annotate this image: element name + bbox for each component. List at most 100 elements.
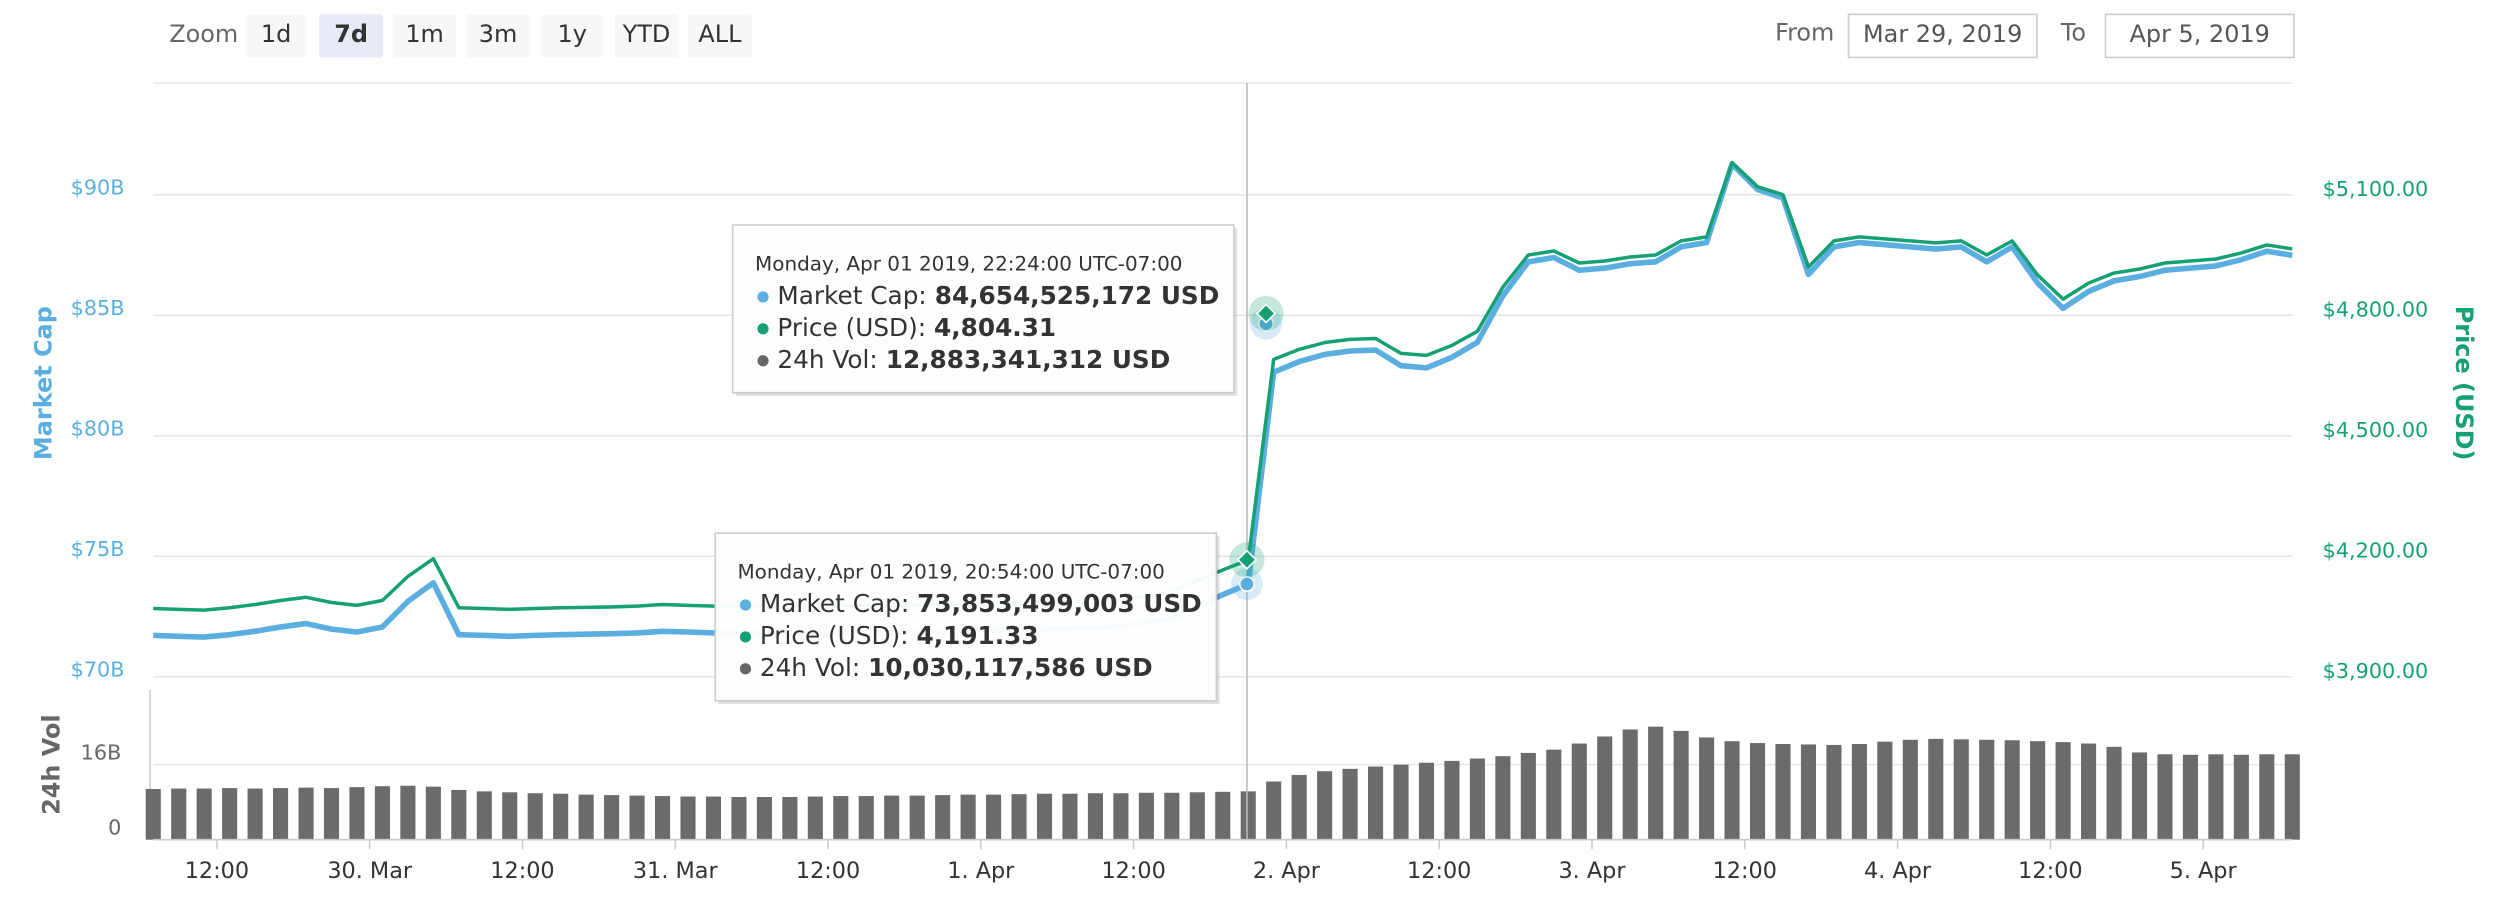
x-tick-label: 30. Mar	[327, 858, 413, 884]
tooltip	[731, 224, 1235, 394]
zoom-button[interactable]	[614, 14, 679, 58]
from-input[interactable]	[1847, 13, 2038, 59]
tooltip-item-name: Market Cap:	[777, 281, 926, 310]
volume-bar	[222, 788, 238, 840]
tooltip-item: 24h Vol: 10,030,117,586 USD	[760, 653, 1153, 682]
volume-bar	[1877, 741, 1893, 840]
tooltip-dot	[739, 631, 752, 643]
volume-bar	[1138, 792, 1154, 840]
volume-bar	[1393, 764, 1409, 840]
zoom-button-label[interactable]: 3m	[479, 20, 518, 48]
volume-bar	[2004, 740, 2020, 840]
tooltip-dot	[757, 323, 769, 335]
y2-tick-label: $5,100.00	[2323, 177, 2429, 201]
zoom-button-label[interactable]: 1d	[261, 20, 291, 48]
volume-bar	[2233, 754, 2249, 840]
volume-bar	[1240, 791, 1256, 840]
volume-bar	[654, 796, 671, 840]
x-tick-label: 12:00	[2018, 858, 2082, 884]
volume-bar	[629, 795, 645, 840]
volume-bar	[425, 786, 441, 840]
volume-bar	[1036, 793, 1053, 840]
x-tick-label: 1. Apr	[947, 858, 1015, 884]
y-tick-label: $85B	[71, 296, 125, 320]
volume-bar	[502, 792, 518, 840]
volume-bar	[1775, 744, 1791, 840]
zoom-button-label[interactable]: 1y	[558, 20, 587, 48]
y-tick-label: 0	[108, 815, 121, 839]
x-tick-label: 12:00	[796, 858, 860, 884]
volume-bar	[2131, 752, 2148, 840]
volume-bar	[2157, 754, 2173, 840]
zoom-button[interactable]	[245, 14, 307, 58]
volume-bar	[1571, 743, 1587, 840]
volume-bar	[1495, 756, 1511, 840]
x-tick-label: 12:00	[1407, 858, 1471, 884]
tooltip-item: Price (USD): 4,804.31	[777, 313, 1056, 342]
tooltip	[714, 532, 1218, 702]
zoom-button-label[interactable]: ALL	[698, 20, 742, 48]
y-axis-title: 24h Vol	[38, 714, 66, 815]
volume-bar	[1520, 752, 1536, 840]
series-line	[153, 160, 2293, 612]
y-tick-label: $75B	[71, 537, 125, 561]
volume-bar	[2106, 746, 2122, 840]
volume-bar	[604, 795, 620, 840]
volume-bar	[476, 791, 492, 840]
volume-bar	[858, 796, 874, 840]
volume-bar	[527, 793, 543, 840]
volume-bar	[1342, 768, 1358, 840]
volume-bar	[2182, 754, 2198, 840]
hover-point	[1236, 549, 1258, 570]
volume-bar	[1928, 738, 1944, 840]
zoom-label: Zoom	[169, 20, 238, 48]
volume-bar	[1597, 736, 1613, 840]
x-tick-label: 12:00	[1101, 858, 1165, 884]
volume-bar	[298, 787, 314, 840]
zoom-button[interactable]	[541, 14, 604, 58]
volume-bar	[1800, 744, 1817, 840]
volume-bar	[1164, 792, 1180, 840]
tooltip-item-name: Market Cap:	[760, 589, 909, 618]
volume-bar	[782, 796, 798, 840]
volume-bar	[1724, 741, 1740, 840]
tooltip-title: Monday, Apr 01 2019, 22:24:00 UTC-07:00	[755, 251, 1182, 275]
tooltip-item-value: 12,883,341,312 USD	[886, 345, 1171, 374]
volume-bar	[1189, 792, 1205, 840]
volume-bar	[400, 785, 416, 840]
tooltip-item-value: 4,191.33	[917, 621, 1039, 650]
zoom-button[interactable]	[466, 14, 530, 58]
volume-bar	[145, 789, 161, 840]
zoom-button[interactable]	[688, 14, 752, 58]
volume-bar	[451, 789, 467, 840]
y2-tick-label: $4,500.00	[2323, 418, 2429, 442]
x-tick-label: 12:00	[1713, 858, 1777, 884]
volume-bar	[1979, 739, 1995, 840]
zoom-button[interactable]	[319, 14, 384, 58]
to-input[interactable]	[2104, 13, 2295, 59]
tooltip-item: Market Cap: 84,654,525,172 USD	[777, 281, 1219, 310]
tooltip-item-value: 10,030,117,586 USD	[868, 653, 1153, 682]
tooltip-item-name: Price (USD):	[777, 313, 926, 342]
to-value[interactable]: Apr 5, 2019	[2130, 20, 2270, 48]
zoom-button-label[interactable]: 7d	[334, 20, 368, 48]
zoom-button-label[interactable]: YTD	[622, 20, 671, 48]
to-label: To	[2060, 19, 2086, 47]
volume-bar	[833, 796, 849, 840]
volume-bar	[2055, 742, 2071, 840]
tooltip-item-value: 4,804.31	[934, 313, 1056, 342]
volume-bar	[1062, 793, 1078, 840]
volume-bar	[1087, 793, 1103, 840]
volume-bar	[1469, 758, 1485, 840]
y-tick-label: $70B	[71, 657, 125, 681]
zoom-button[interactable]	[392, 14, 457, 58]
volume-bar	[374, 786, 390, 840]
volume-bar	[1368, 766, 1384, 840]
from-value[interactable]: Mar 29, 2019	[1863, 20, 2022, 48]
zoom-button-label[interactable]: 1m	[405, 20, 444, 48]
volume-bar	[553, 793, 569, 840]
volume-bar	[986, 794, 1002, 840]
volume-bar	[1749, 743, 1766, 840]
series-line	[153, 161, 2293, 640]
